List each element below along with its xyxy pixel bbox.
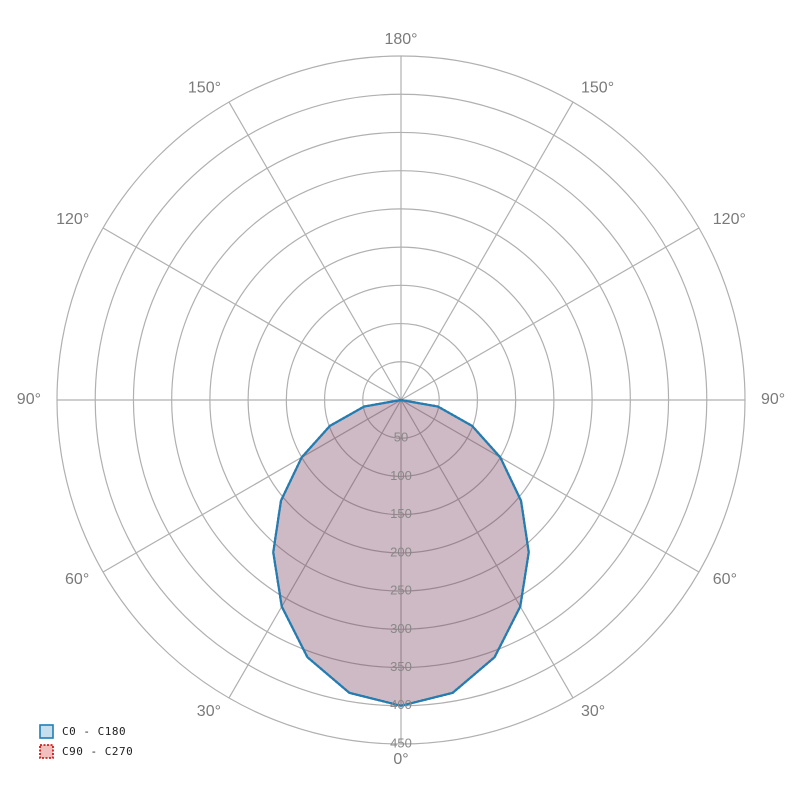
- legend-label: C0 - C180: [62, 725, 126, 738]
- angle-label: 30°: [197, 703, 221, 720]
- grid-spoke: [102, 227, 402, 401]
- angle-label: 150°: [188, 79, 221, 96]
- radial-label: 50: [394, 430, 408, 445]
- legend-label: C90 - C270: [62, 745, 133, 758]
- angle-label: 180°: [384, 31, 417, 48]
- radial-label: 100: [390, 468, 412, 483]
- angle-label: 60°: [65, 571, 89, 588]
- series-area: [272, 398, 530, 707]
- radial-label: 250: [390, 583, 412, 598]
- angle-label: 90°: [761, 391, 785, 408]
- angle-label: 60°: [713, 571, 737, 588]
- angle-label: 120°: [713, 211, 746, 228]
- angle-label: 30°: [581, 703, 605, 720]
- grid-spoke: [102, 399, 402, 573]
- angle-label: 90°: [17, 391, 41, 408]
- radial-label: 300: [390, 621, 412, 636]
- series-area: [272, 398, 530, 707]
- radial-label: 150: [390, 506, 412, 521]
- grid-spoke: [228, 101, 402, 401]
- angle-label: 120°: [56, 211, 89, 228]
- grid-spoke: [400, 399, 700, 573]
- grid-spoke: [400, 101, 574, 401]
- angle-label: 150°: [581, 79, 614, 96]
- grid-spoke: [400, 399, 574, 699]
- legend-swatch: [39, 744, 54, 759]
- radial-label: 400: [390, 697, 412, 712]
- angle-label: 0°: [393, 751, 408, 768]
- legend-swatch: [39, 724, 54, 739]
- radial-label: 350: [390, 659, 412, 674]
- grid-spoke: [228, 399, 402, 699]
- grid-spoke: [400, 227, 700, 401]
- radial-label: 450: [390, 735, 412, 750]
- radial-label: 200: [390, 544, 412, 559]
